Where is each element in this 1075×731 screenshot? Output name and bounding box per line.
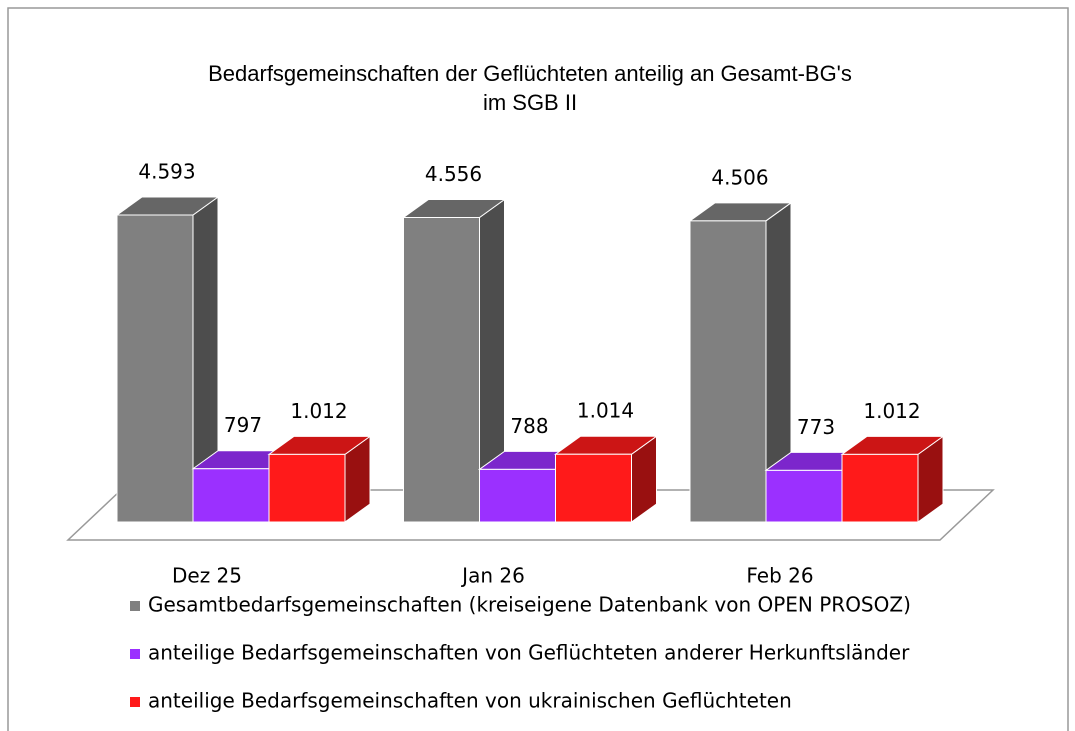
bar-front — [555, 453, 632, 523]
bar-front — [116, 214, 194, 523]
x-tick-label: Feb 26 — [746, 564, 813, 588]
data-label: 4.556 — [425, 162, 482, 186]
bar-front — [192, 468, 270, 523]
bar — [267, 435, 372, 523]
bar-front — [479, 468, 556, 523]
bar — [401, 198, 507, 523]
legend-swatch — [130, 697, 140, 707]
x-tick-label: Dez 25 — [172, 564, 242, 588]
legend-label: anteilige Bedarfsgemeinschaften von ukra… — [148, 689, 792, 713]
data-label: 4.593 — [138, 160, 195, 184]
data-label: 1.014 — [577, 399, 634, 423]
bar-front — [841, 453, 919, 523]
bar — [553, 435, 659, 523]
bar — [840, 435, 945, 523]
x-tick-label: Jan 26 — [460, 564, 525, 588]
bar-front — [268, 453, 346, 523]
bar-front — [403, 216, 480, 523]
bar-front — [689, 220, 767, 523]
legend-swatch — [130, 649, 140, 659]
data-label: 1.012 — [290, 399, 347, 423]
chart-border — [7, 7, 1069, 731]
legend-swatch — [130, 601, 140, 611]
bar — [688, 201, 793, 523]
data-label: 797 — [224, 413, 262, 437]
legend-label: anteilige Bedarfsgemeinschaften von Gefl… — [148, 641, 910, 665]
data-label: 788 — [510, 414, 548, 438]
chart-title: im SGB II — [483, 90, 577, 115]
data-label: 1.012 — [863, 399, 920, 423]
bar-front — [765, 469, 843, 523]
legend-label: Gesamtbedarfsgemeinschaften (kreiseigene… — [148, 593, 911, 617]
chart-title: Bedarfsgemeinschaften der Geflüchteten a… — [208, 61, 852, 86]
data-label: 4.506 — [711, 165, 768, 189]
bar — [115, 196, 220, 523]
data-label: 773 — [797, 415, 835, 439]
